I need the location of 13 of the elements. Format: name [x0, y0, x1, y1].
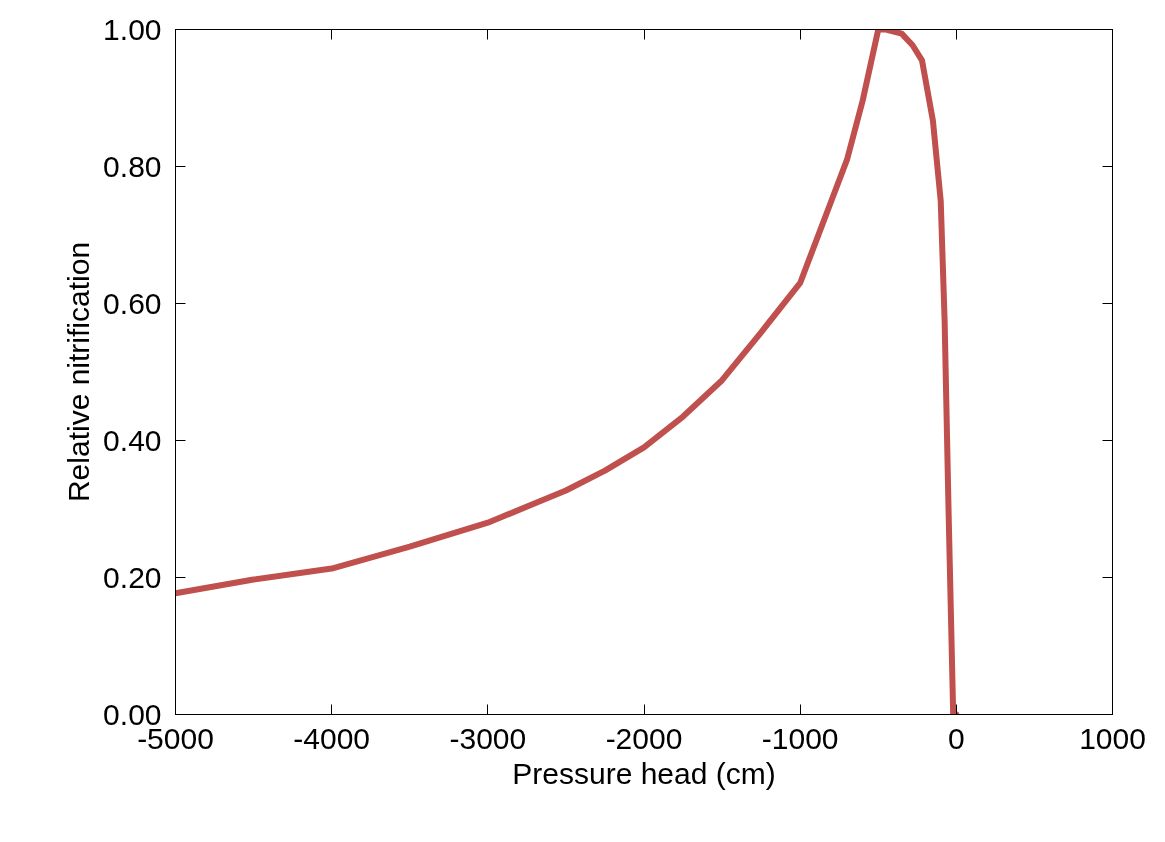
x-tick-label: -2000	[605, 721, 683, 755]
y-tick-label: 0.80	[103, 149, 162, 183]
y-tick-label: 1.00	[103, 12, 162, 46]
y-axis-title: Relative nitrification	[62, 241, 96, 503]
x-axis-title: Pressure head (cm)	[512, 756, 776, 790]
y-tick-label: 0.20	[103, 560, 162, 594]
x-tick-label: 1000	[1079, 721, 1146, 755]
x-tick-label: -3000	[449, 721, 527, 755]
x-tick-label: -1000	[761, 721, 839, 755]
x-tick-label: -4000	[293, 721, 371, 755]
y-tick-label: 0.60	[103, 286, 162, 320]
y-tick-label: 0.40	[103, 423, 162, 457]
x-tick-label: 0	[947, 721, 965, 755]
